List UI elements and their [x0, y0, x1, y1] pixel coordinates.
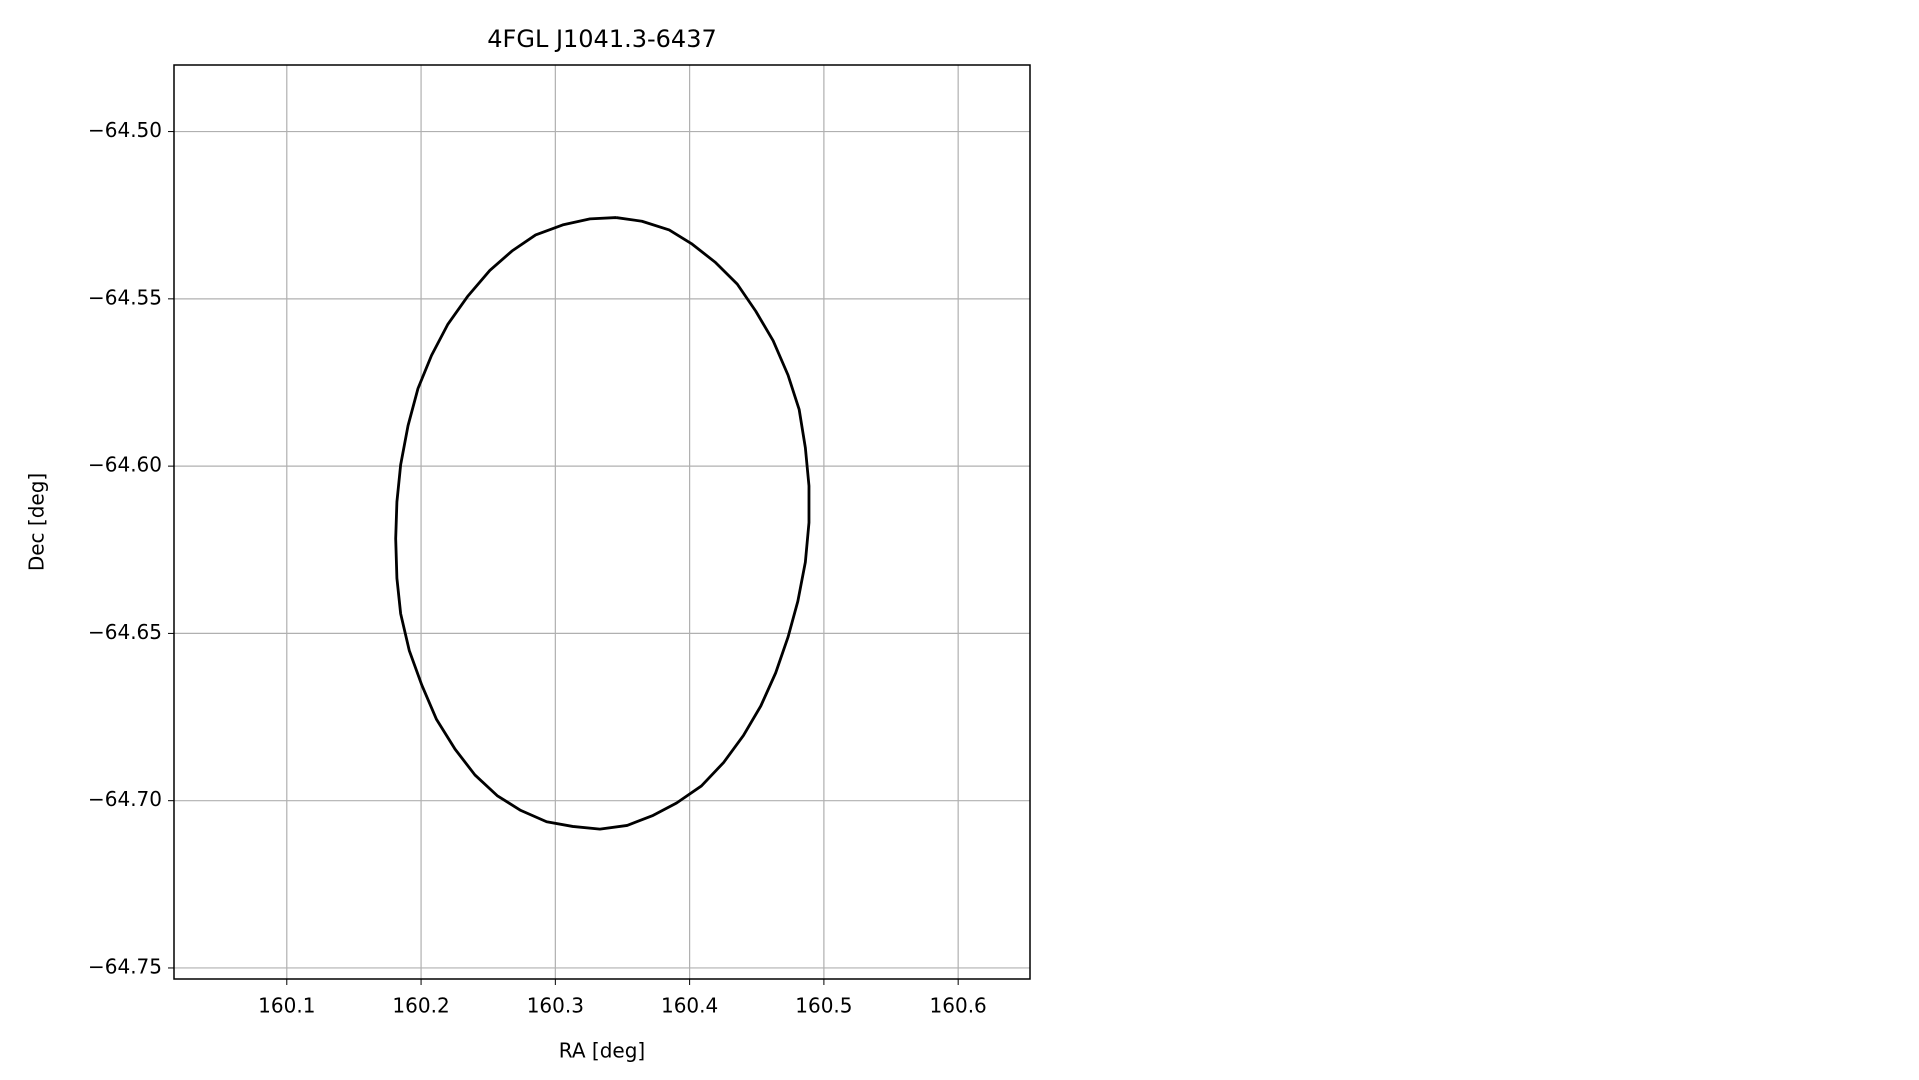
- y-tick-label: −64.50: [88, 118, 162, 142]
- data-line: [394, 216, 811, 831]
- y-axis-label: Dec [deg]: [25, 473, 49, 571]
- y-tick-label: −64.70: [88, 787, 162, 811]
- x-tick-label: 160.6: [930, 994, 987, 1018]
- x-tick-label: 160.3: [527, 994, 584, 1018]
- plot-frame: [173, 64, 1031, 980]
- y-tick-label: −64.55: [88, 285, 162, 309]
- x-tick-label: 160.1: [258, 994, 315, 1018]
- chart-title: 4FGL J1041.3-6437: [487, 25, 716, 53]
- x-tick-label: 160.5: [795, 994, 852, 1018]
- y-tick-label: −64.75: [88, 954, 162, 978]
- x-tick-label: 160.4: [661, 994, 718, 1018]
- x-axis-label: RA [deg]: [559, 1039, 645, 1063]
- x-tick-label: 160.2: [392, 994, 449, 1018]
- y-tick-label: −64.60: [88, 453, 162, 477]
- y-tick-label: −64.65: [88, 620, 162, 644]
